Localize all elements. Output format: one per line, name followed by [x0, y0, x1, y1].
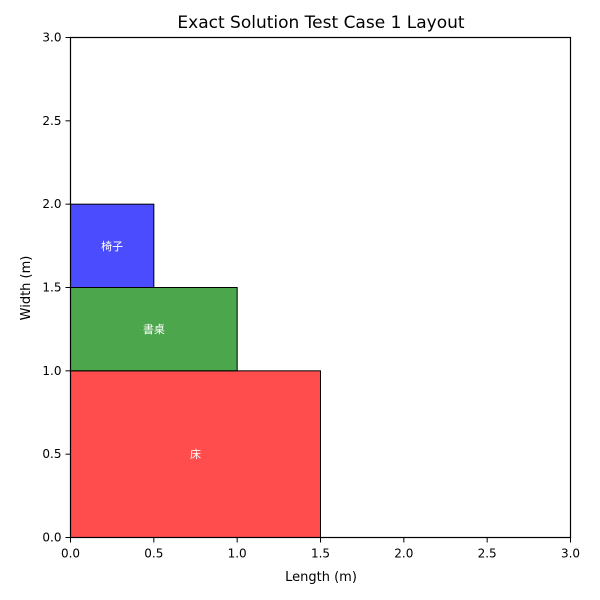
- ticks-layer: 0.0 0.5 1.0 1.5 2.0 2.5 3.0 0.0 0.5 1.0 1.5 2.0 2.5 3…: [42, 31, 580, 561]
- rectangle-label: 書桌: [143, 322, 165, 336]
- y-tick-label: 1.0: [42, 364, 61, 378]
- y-tick-label: 2.5: [42, 114, 61, 128]
- y-tick-label: 0.5: [42, 447, 61, 461]
- layout-rectangle: 書桌: [70, 287, 238, 372]
- rectangle-mark: [70, 287, 238, 372]
- y-tick-label: 1.5: [42, 281, 61, 295]
- x-tick-label: 3.0: [561, 547, 580, 561]
- layout-rectangle: 椅子: [70, 203, 155, 289]
- x-tick-label: 0.5: [144, 547, 163, 561]
- x-axis-label: Length (m): [285, 570, 357, 585]
- y-tick-label: 3.0: [42, 31, 61, 45]
- rectangle-label: 椅子: [101, 239, 123, 253]
- layout-rectangle: 床: [70, 370, 321, 539]
- x-tick-label: 2.5: [478, 547, 497, 561]
- x-tick-label: 1.5: [311, 547, 330, 561]
- x-tick-label: 0.0: [61, 547, 80, 561]
- rectangles-layer: 床 書桌 椅子: [70, 203, 321, 539]
- plot-frame: [69, 36, 572, 539]
- rectangle-label: 床: [190, 447, 201, 461]
- y-axis-label: Width (m): [19, 256, 34, 321]
- y-tick-label: 0.0: [42, 531, 61, 545]
- chart-title: Exact Solution Test Case 1 Layout: [177, 13, 465, 33]
- x-tick-label: 1.0: [228, 547, 247, 561]
- x-tick-label: 2.0: [394, 547, 413, 561]
- rectangle-mark: [70, 203, 155, 289]
- rectangle-mark: [70, 370, 321, 539]
- y-tick-label: 2.0: [42, 197, 61, 211]
